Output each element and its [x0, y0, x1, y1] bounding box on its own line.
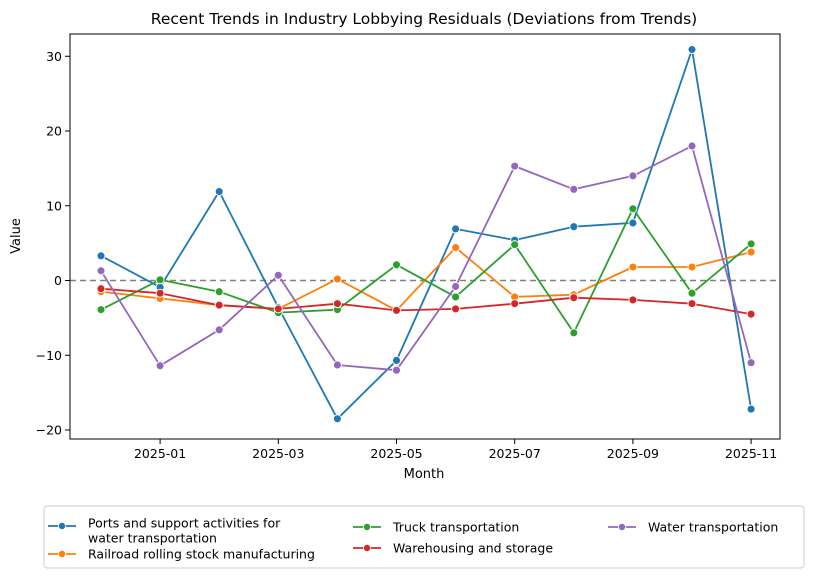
data-point — [155, 361, 165, 371]
x-tick-label: 2025-07 — [489, 446, 541, 461]
data-point — [332, 414, 342, 424]
y-tick-label: 10 — [46, 198, 62, 213]
data-point — [746, 404, 756, 414]
data-point — [569, 293, 579, 303]
y-axis-label: Value — [9, 218, 24, 254]
data-point — [155, 288, 165, 298]
data-point — [628, 204, 638, 214]
series-railroad-rolling-stock-manufacturing — [96, 243, 756, 315]
legend-marker — [362, 523, 371, 532]
data-point — [628, 262, 638, 272]
series-layer — [96, 45, 756, 424]
data-point — [451, 243, 461, 253]
x-tick-label: 2025-03 — [252, 446, 304, 461]
data-point — [687, 45, 697, 54]
data-point — [746, 247, 756, 257]
data-point — [332, 274, 342, 284]
data-point — [96, 284, 106, 294]
data-point — [569, 184, 579, 194]
data-point — [569, 222, 579, 232]
data-point — [273, 304, 283, 314]
legend-marker — [362, 544, 371, 553]
data-point — [510, 299, 520, 309]
y-tick-label: −10 — [36, 348, 62, 363]
legend-marker — [58, 550, 67, 559]
data-point — [451, 304, 461, 314]
data-point — [687, 299, 697, 309]
data-point — [392, 305, 401, 315]
series-warehousing-and-storage — [96, 284, 756, 319]
series-ports-and-support-activities-for-water-transportation — [96, 45, 756, 424]
series-truck-transportation — [96, 204, 756, 338]
data-point — [451, 282, 461, 291]
data-point — [392, 260, 401, 270]
data-point — [451, 292, 461, 302]
series-line — [100, 207, 752, 334]
data-point — [392, 365, 401, 375]
legend-marker — [58, 522, 67, 531]
legend-label: Truck transportation — [392, 520, 519, 535]
data-point — [628, 295, 638, 305]
data-point — [569, 328, 579, 338]
y-tick-label: 30 — [46, 49, 62, 64]
data-point — [746, 358, 756, 368]
x-tick-label: 2025-11 — [725, 446, 777, 461]
data-point — [96, 251, 106, 261]
legend-label: water transportation — [88, 531, 217, 546]
legend-item: Water transportation — [608, 520, 778, 535]
legend-item: Truck transportation — [353, 520, 519, 535]
y-axis: −20 −10 0 10 20 30 — [36, 49, 70, 438]
x-tick-label: 2025-05 — [370, 446, 422, 461]
legend-label: Ports and support activities for — [88, 516, 281, 531]
x-tick-label: 2025-09 — [607, 446, 659, 461]
data-point — [214, 287, 224, 297]
data-point — [746, 239, 756, 249]
legend-frame — [43, 505, 805, 569]
legend-label: Railroad rolling stock manufacturing — [88, 547, 315, 562]
legend-item: Warehousing and storage — [353, 541, 553, 556]
data-point — [214, 187, 224, 196]
legend-label: Warehousing and storage — [393, 541, 553, 556]
data-point — [687, 141, 697, 151]
x-tick-label: 2025-01 — [134, 446, 186, 461]
data-point — [392, 356, 401, 365]
series-line — [100, 48, 752, 420]
data-point — [214, 325, 224, 335]
series-water-transportation — [96, 141, 756, 375]
data-point — [451, 224, 461, 234]
series-line — [100, 287, 752, 315]
data-point — [687, 288, 697, 298]
data-point — [332, 360, 342, 370]
data-point — [214, 300, 224, 310]
x-axis-label: Month — [404, 467, 445, 482]
legend-label: Water transportation — [648, 520, 778, 535]
series-line — [100, 145, 752, 372]
y-tick-label: 0 — [54, 273, 62, 288]
legend-marker — [618, 523, 627, 532]
data-point — [510, 161, 520, 171]
data-point — [510, 240, 520, 250]
data-point — [628, 218, 638, 228]
data-point — [687, 262, 697, 272]
x-axis: 2025-01 2025-03 2025-05 2025-07 2025-09 2025-… — [134, 439, 777, 461]
data-point — [628, 171, 638, 181]
chart-title: Recent Trends in Industry Lobbying Resid… — [151, 10, 697, 28]
plot-frame — [69, 33, 781, 440]
plot-area — [69, 33, 781, 440]
legend-item: Railroad rolling stock manufacturing — [48, 547, 315, 562]
y-tick-label: −20 — [36, 423, 62, 438]
y-tick-label: 20 — [46, 124, 62, 139]
data-point — [273, 270, 283, 280]
data-point — [155, 275, 165, 285]
data-point — [746, 309, 756, 319]
data-point — [96, 305, 106, 315]
data-point — [332, 299, 342, 309]
data-point — [96, 266, 106, 276]
